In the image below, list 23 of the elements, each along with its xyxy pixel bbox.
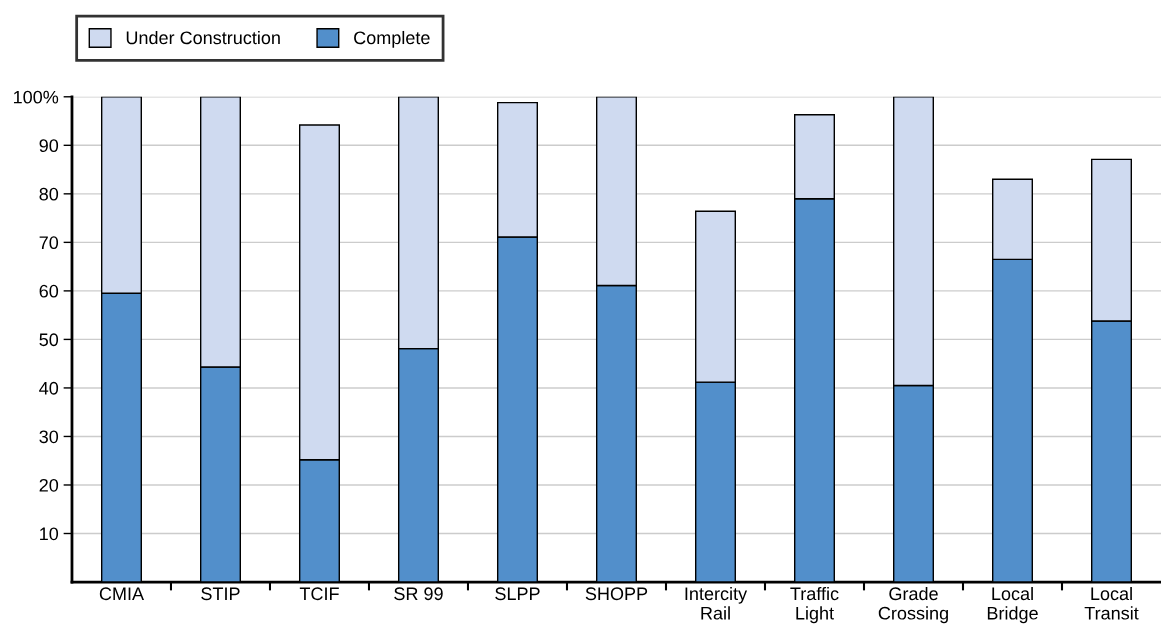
y-tick-label: 10 bbox=[40, 527, 59, 541]
x-tick-label: Local Transit bbox=[1084, 586, 1139, 620]
x-tick-label: SHOPP bbox=[585, 587, 648, 601]
y-tick-label: 90 bbox=[39, 139, 59, 153]
x-tick-label: SR 99 bbox=[394, 587, 443, 601]
x-tick-label: Grade Crossing bbox=[878, 586, 948, 624]
x-tick-label: Traffic Light bbox=[790, 586, 839, 624]
x-tick-label: Local Bridge bbox=[987, 586, 1038, 624]
x-tick-label: SLPP bbox=[495, 587, 540, 601]
y-tick-label: 80 bbox=[39, 187, 59, 201]
y-tick-label: 100% bbox=[13, 90, 59, 104]
x-tick-label: TCIF bbox=[299, 587, 339, 601]
x-tick-label: STIP bbox=[201, 587, 240, 601]
x-tick-label: CMIA bbox=[99, 587, 145, 601]
legend-label: Under Construction bbox=[126, 30, 280, 45]
y-tick-label: 60 bbox=[39, 284, 59, 298]
x-tick-label: Intercity Rail bbox=[685, 586, 748, 620]
y-tick-label: 40 bbox=[39, 381, 59, 395]
y-tick-label: 70 bbox=[39, 236, 59, 250]
legend-label: Complete bbox=[354, 30, 430, 48]
y-tick-label: 50 bbox=[39, 333, 59, 347]
y-tick-label: 20 bbox=[39, 478, 59, 492]
y-tick-label: 30 bbox=[39, 430, 59, 444]
